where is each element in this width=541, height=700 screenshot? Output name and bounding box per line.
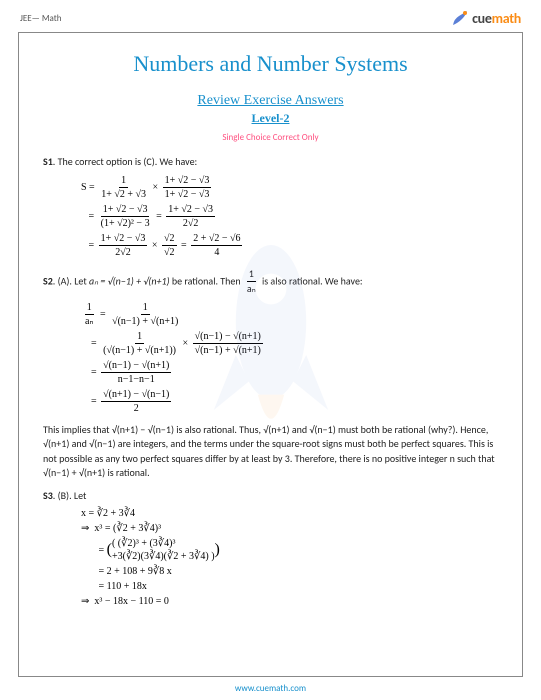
- document-page: Numbers and Number Systems Review Exerci…: [18, 32, 523, 677]
- solution-s2-conclusion: This implies that √(n+1) − √(n−1) is als…: [43, 423, 498, 481]
- subtitle-2: Level-2: [43, 111, 498, 126]
- footer-url: www.cuemath.com: [0, 683, 541, 694]
- course-label: JEE— Math: [20, 13, 62, 24]
- solution-s3-math: x = ∛2 + 3∛4 ⇒ x³ = (∛2 + 3∛4)³ = (( (∛2…: [81, 507, 498, 608]
- header-bar: JEE— Math cuemath: [0, 0, 541, 32]
- page-title: Numbers and Number Systems: [43, 51, 498, 77]
- solution-s2-math: 1aₙ = 1√(n−1) + √(n+1) = 1(√(n−1) + √(n+…: [81, 301, 498, 415]
- solution-s1-math: S = 11+ √2 + √3 × 1+ √2 − √31+ √2 − √3 =…: [81, 174, 498, 259]
- subtitle-1: Review Exercise Answers: [43, 93, 498, 109]
- solution-s1-heading: S1. The correct option is (C). We have:: [43, 155, 498, 170]
- instruction-note: Single Choice Correct Only: [43, 132, 498, 143]
- solution-s2-heading: S2. (A). Let aₙ = √(n−1) + √(n+1) be rat…: [43, 267, 498, 297]
- brand-logo: cuemath: [450, 8, 521, 28]
- logo-icon: [450, 8, 470, 28]
- logo-text: cuemath: [472, 10, 521, 27]
- solution-s3-heading: S3. (B). Let: [43, 489, 498, 504]
